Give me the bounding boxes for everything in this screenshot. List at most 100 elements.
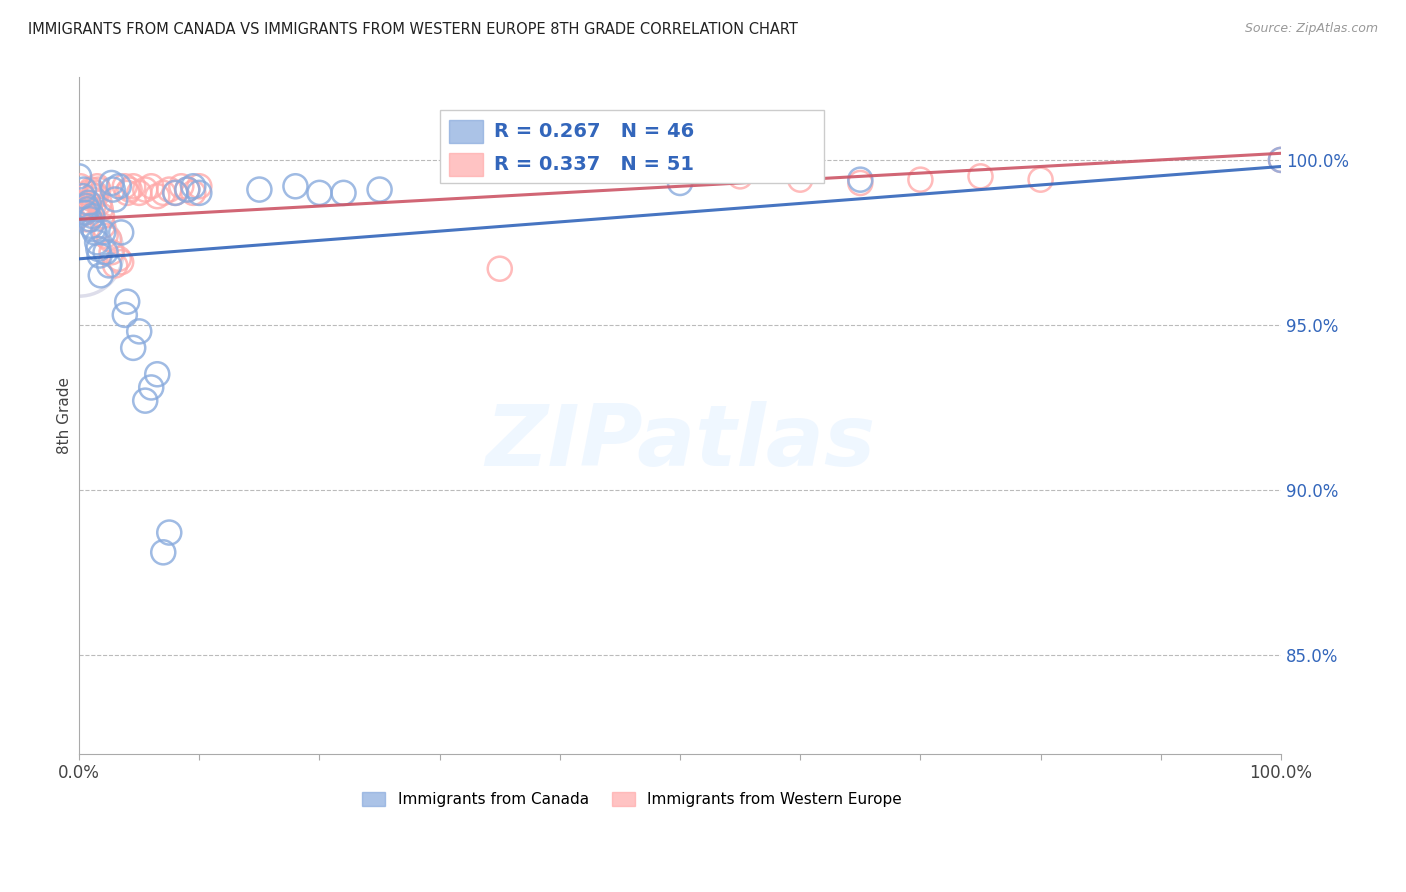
Point xyxy=(69,179,91,194)
Point xyxy=(157,525,180,540)
Point xyxy=(107,252,129,266)
Point xyxy=(152,186,174,200)
Point xyxy=(332,186,354,200)
Point xyxy=(104,259,127,273)
Text: R = 0.337   N = 51: R = 0.337 N = 51 xyxy=(494,155,693,174)
FancyBboxPatch shape xyxy=(440,111,824,183)
Point xyxy=(188,179,211,194)
Point xyxy=(115,186,138,200)
Point xyxy=(70,195,93,210)
Point xyxy=(98,259,121,273)
Point xyxy=(98,232,121,246)
Bar xyxy=(450,120,482,144)
Point xyxy=(1270,153,1292,167)
Point xyxy=(77,195,100,210)
Point xyxy=(75,199,97,213)
Point xyxy=(73,183,96,197)
Point xyxy=(83,222,105,236)
Point xyxy=(82,193,104,207)
Point xyxy=(67,169,90,184)
Point xyxy=(181,186,204,200)
Point xyxy=(728,169,751,184)
Point xyxy=(1029,172,1052,186)
Point xyxy=(83,199,105,213)
Point xyxy=(176,183,198,197)
Point xyxy=(75,205,97,219)
Point xyxy=(146,189,169,203)
Point xyxy=(107,179,129,194)
Text: R = 0.267   N = 46: R = 0.267 N = 46 xyxy=(494,122,695,141)
Point xyxy=(284,179,307,194)
Point xyxy=(308,186,330,200)
Point xyxy=(128,325,150,339)
Point xyxy=(128,186,150,200)
Point xyxy=(79,202,101,217)
Point xyxy=(100,245,122,260)
Point xyxy=(141,179,163,194)
Point xyxy=(176,183,198,197)
Point xyxy=(94,228,117,243)
Point xyxy=(1270,153,1292,167)
Point xyxy=(91,226,114,240)
Point xyxy=(122,341,145,355)
Point xyxy=(165,186,187,200)
Point xyxy=(72,189,94,203)
Point xyxy=(76,195,98,210)
Point xyxy=(83,186,105,200)
Point xyxy=(849,172,872,186)
Point xyxy=(114,308,136,322)
Point xyxy=(91,219,114,233)
Bar xyxy=(450,153,482,177)
Point xyxy=(114,179,136,194)
Point xyxy=(67,209,90,223)
Point xyxy=(247,183,270,197)
Point xyxy=(80,219,103,233)
Point xyxy=(789,172,811,186)
Point xyxy=(87,242,110,256)
Point xyxy=(73,199,96,213)
Point xyxy=(152,545,174,559)
Point xyxy=(79,212,101,227)
Point xyxy=(77,186,100,200)
Point xyxy=(146,368,169,382)
Point xyxy=(67,245,90,260)
Point xyxy=(910,172,932,186)
Point xyxy=(122,179,145,194)
Point xyxy=(488,261,510,276)
Point xyxy=(849,176,872,190)
Point xyxy=(104,193,127,207)
Legend: Immigrants from Canada, Immigrants from Western Europe: Immigrants from Canada, Immigrants from … xyxy=(356,786,908,814)
Point xyxy=(82,209,104,223)
Point xyxy=(969,169,991,184)
Point xyxy=(170,179,193,194)
Point xyxy=(75,212,97,227)
Text: ZIPatlas: ZIPatlas xyxy=(485,401,875,484)
Point xyxy=(72,189,94,203)
Point xyxy=(110,255,132,269)
Point xyxy=(118,183,141,197)
Point xyxy=(101,183,124,197)
Point xyxy=(157,183,180,197)
Point xyxy=(89,248,111,262)
Point xyxy=(100,176,122,190)
Point xyxy=(80,183,103,197)
Point xyxy=(91,209,114,223)
Point xyxy=(89,195,111,210)
Point xyxy=(669,176,692,190)
Point xyxy=(90,268,112,283)
Text: Source: ZipAtlas.com: Source: ZipAtlas.com xyxy=(1244,22,1378,36)
Point xyxy=(84,189,107,203)
Text: IMMIGRANTS FROM CANADA VS IMMIGRANTS FROM WESTERN EUROPE 8TH GRADE CORRELATION C: IMMIGRANTS FROM CANADA VS IMMIGRANTS FRO… xyxy=(28,22,799,37)
Point xyxy=(134,183,156,197)
Point xyxy=(368,183,391,197)
Point xyxy=(188,186,211,200)
Point xyxy=(134,393,156,408)
Point xyxy=(86,179,108,194)
Y-axis label: 8th Grade: 8th Grade xyxy=(58,377,72,454)
Point xyxy=(115,294,138,309)
Point xyxy=(90,202,112,217)
Point xyxy=(165,186,187,200)
Point xyxy=(86,235,108,250)
Point xyxy=(94,245,117,260)
Point xyxy=(181,179,204,194)
